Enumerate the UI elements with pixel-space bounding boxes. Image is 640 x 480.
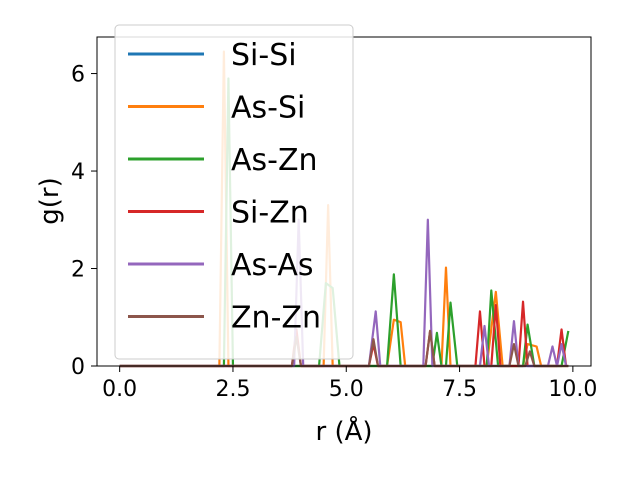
legend-label-zn-zn: Zn-Zn: [231, 301, 321, 336]
y-tick-label: 6: [71, 63, 85, 88]
x-tick-label: 2.5: [215, 377, 250, 402]
legend-label-as-zn: As-Zn: [231, 143, 318, 178]
y-tick-label: 4: [71, 160, 85, 185]
legend-box: [114, 24, 354, 360]
x-ticks: 0.0 2.5 5.0 7.5 10.0: [102, 366, 597, 402]
x-tick-label: 10.0: [548, 377, 597, 402]
x-tick-label: 0.0: [102, 377, 137, 402]
y-axis-label: g(r): [35, 177, 65, 224]
y-tick-label: 0: [71, 355, 85, 380]
legend-label-as-si: As-Si: [231, 91, 305, 126]
legend: Si-Si As-Si As-Zn Si-Zn As-As Zn-Zn: [114, 24, 354, 360]
legend-label-si-zn: Si-Zn: [231, 196, 309, 231]
y-tick-label: 2: [71, 258, 85, 283]
x-tick-label: 7.5: [442, 377, 477, 402]
x-tick-label: 5.0: [329, 377, 364, 402]
x-axis-label: r (Å): [315, 415, 372, 447]
legend-label-si-si: Si-Si: [231, 38, 297, 73]
legend-label-as-as: As-As: [231, 248, 313, 283]
y-ticks: 0 2 4 6: [71, 63, 97, 380]
